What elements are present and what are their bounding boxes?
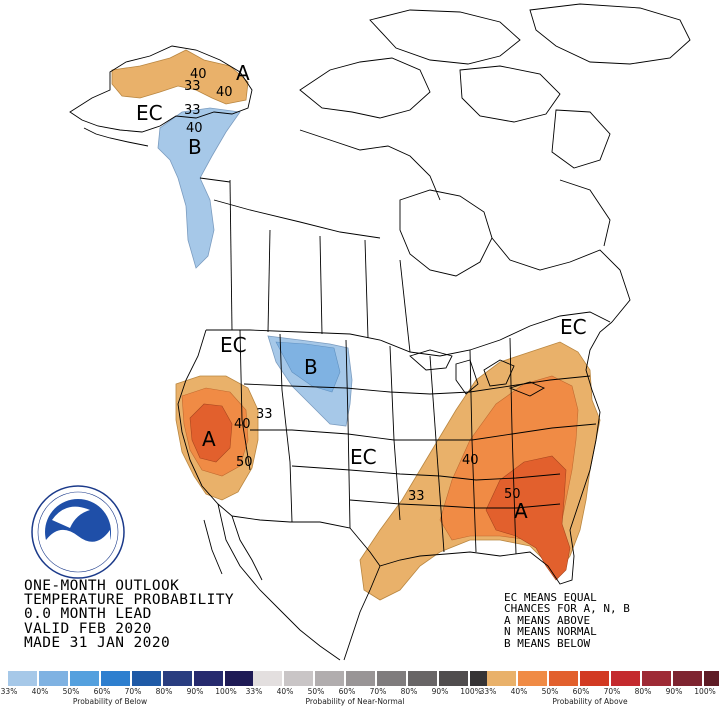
legend-label-above: Probability of Above [552, 697, 628, 706]
plains-below-B-label: B [304, 355, 318, 379]
legend-tick-normal-1: 33% [245, 687, 263, 696]
southeast-above-A-label: A [514, 499, 528, 523]
legend-tick-above-5: 70% [603, 687, 621, 696]
map-text-labels: A 40 33 40 EC 33 40 B EC B 33 40 A 50 EC… [136, 61, 587, 523]
legend-swatch-normal-3 [315, 671, 346, 686]
legend-label-normal: Probability of Near-Normal [305, 697, 405, 706]
geographic-boundaries [69, 3, 691, 661]
west-above-A-label: A [202, 427, 216, 451]
legend-swatch-normal-5 [377, 671, 408, 686]
alaska-40-label: 40 [190, 67, 207, 82]
legend-tick-below-2: 40% [31, 687, 49, 696]
legend-tick-normal-4: 60% [338, 687, 356, 696]
legend-bar-above [487, 671, 719, 686]
legend-tick-below-6: 80% [155, 687, 173, 696]
key-line-1: EC MEANS EQUAL [504, 591, 597, 604]
east-EC-label: EC [560, 315, 587, 339]
legend-swatch-normal-6 [408, 671, 439, 686]
legend-tick-above-1: 33% [479, 687, 497, 696]
noaa-logo [31, 485, 125, 579]
legend-swatch-below-7 [194, 671, 225, 686]
legend-bar-below [8, 671, 256, 686]
title-line-4: VALID FEB 2020 [24, 620, 152, 637]
legend-tick-above-3: 50% [541, 687, 559, 696]
legend-swatch-below-2 [39, 671, 70, 686]
west-40-label: 40 [234, 417, 251, 432]
legend-tick-below-7: 90% [186, 687, 204, 696]
legend-tick-below-5: 70% [124, 687, 142, 696]
key-line-4: N MEANS NORMAL [504, 625, 597, 639]
legend-tick-above-6: 80% [634, 687, 652, 696]
legend-swatch-above-4 [580, 671, 611, 686]
legend-tick-above-7: 90% [665, 687, 683, 696]
outlook-title-block: ONE-MONTH OUTLOOK TEMPERATURE PROBABILIT… [24, 578, 324, 651]
southeast-50-label: 50 [504, 487, 521, 502]
legend-ticks-above: 33% 40% 50% 60% 70% 80% 90% 100% [480, 687, 719, 697]
southeast-33-label: 33 [408, 489, 425, 504]
key-line-2: CHANCES FOR A, N, B [504, 602, 630, 616]
legend-bar-normal [253, 671, 501, 686]
title-line-1: ONE-MONTH OUTLOOK [24, 578, 180, 594]
legend-tick-normal-5: 70% [369, 687, 387, 696]
legend-tick-below-1: 33% [0, 687, 18, 696]
legend-tick-normal-3: 50% [307, 687, 325, 696]
legend-tick-normal-2: 40% [276, 687, 294, 696]
alaska-33-b-label: 33 [184, 103, 201, 118]
title-line-5: MADE 31 JAN 2020 [24, 634, 171, 651]
key-line-3: A MEANS ABOVE [504, 613, 591, 627]
legend-swatch-below-3 [70, 671, 101, 686]
legend-swatch-above-5 [611, 671, 642, 686]
legend-swatch-above-6 [642, 671, 673, 686]
plains-below-40-region [275, 341, 341, 393]
west-above-50-region [189, 403, 233, 463]
legend-swatch-below-1 [8, 671, 39, 686]
legend-swatch-above-3 [549, 671, 580, 686]
alaska-40-b-label: 40 [186, 121, 203, 136]
legend-tick-above-2: 40% [510, 687, 528, 696]
title-line-2: TEMPERATURE PROBABILITY [24, 592, 234, 609]
legend-swatch-normal-7 [439, 671, 470, 686]
legend-tick-above-4: 60% [572, 687, 590, 696]
title-line-3: 0.0 MONTH LEAD [24, 606, 152, 623]
alaska-above-33-region [111, 49, 249, 105]
legend-swatch-above-7 [673, 671, 704, 686]
alaska-below-33-region [157, 107, 241, 269]
legend-swatch-above-2 [518, 671, 549, 686]
alaska-EC-label: EC [136, 101, 163, 125]
legend-swatch-above-1 [487, 671, 518, 686]
east-above-50-region [485, 455, 571, 581]
west-EC-label: EC [220, 333, 247, 357]
central-EC-label: EC [350, 445, 377, 469]
legend-ticks-normal: 33% 40% 50% 60% 70% 80% 90% 100% [246, 687, 493, 697]
legend-tick-normal-7: 90% [431, 687, 449, 696]
alaska-40-right-label: 40 [216, 85, 233, 100]
legend-tick-below-4: 60% [93, 687, 111, 696]
legend-swatch-below-4 [101, 671, 132, 686]
legend-tick-below-8: 100% [215, 687, 237, 696]
legend-swatch-below-8 [225, 671, 256, 686]
west-33-label: 33 [256, 407, 273, 422]
key-line-5: B MEANS BELOW [504, 636, 591, 650]
legend-tick-above-8: 100% [694, 687, 716, 696]
legend-tick-normal-8: 100% [460, 687, 482, 696]
legend-swatch-above-8 [704, 671, 719, 686]
legend-swatch-normal-4 [346, 671, 377, 686]
alaska-above-A-label: A [236, 61, 250, 85]
legend-swatch-below-6 [163, 671, 194, 686]
legend-swatch-normal-2 [284, 671, 315, 686]
legend-ticks-below: 33% 40% 50% 60% 70% 80% 90% 100% [1, 687, 248, 697]
legend-swatch-normal-1 [253, 671, 284, 686]
legend-swatch-below-5 [132, 671, 163, 686]
west-50-label: 50 [236, 455, 253, 470]
legend-tick-normal-6: 80% [400, 687, 418, 696]
alaska-33-top-label: 33 [184, 79, 201, 94]
southeast-40-label: 40 [462, 453, 479, 468]
alaska-below-B-label: B [188, 135, 202, 159]
legend-label-below: Probability of Below [72, 697, 148, 706]
label-key: EC MEANS EQUAL CHANCES FOR A, N, B A MEA… [504, 592, 714, 649]
legend-tick-below-3: 50% [62, 687, 80, 696]
